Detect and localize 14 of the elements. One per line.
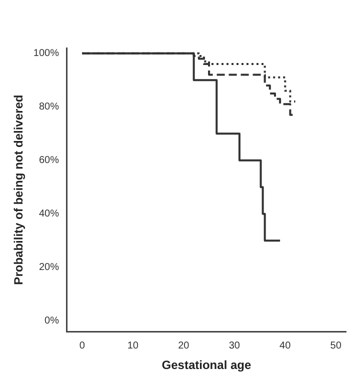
- y-axis-title: Probability of being not delivered: [12, 94, 26, 285]
- y-tick-label: 20%: [38, 262, 60, 274]
- x-tick-label: 20: [178, 340, 190, 352]
- y-tick-label: 80%: [38, 102, 60, 113]
- y-tick-label: 40%: [38, 208, 60, 220]
- x-tick-label: 10: [127, 340, 139, 352]
- x-tick-label: 30: [228, 340, 240, 352]
- y-tick-label: 60%: [38, 155, 60, 166]
- x-axis-title: Gestational age: [162, 358, 252, 372]
- x-tick-label: 0: [79, 340, 86, 352]
- x-tick-label: 40: [280, 340, 292, 352]
- x-tick-label: 50: [330, 340, 342, 352]
- y-tick-label: 0%: [44, 316, 60, 327]
- y-tick-label: 100%: [33, 48, 60, 60]
